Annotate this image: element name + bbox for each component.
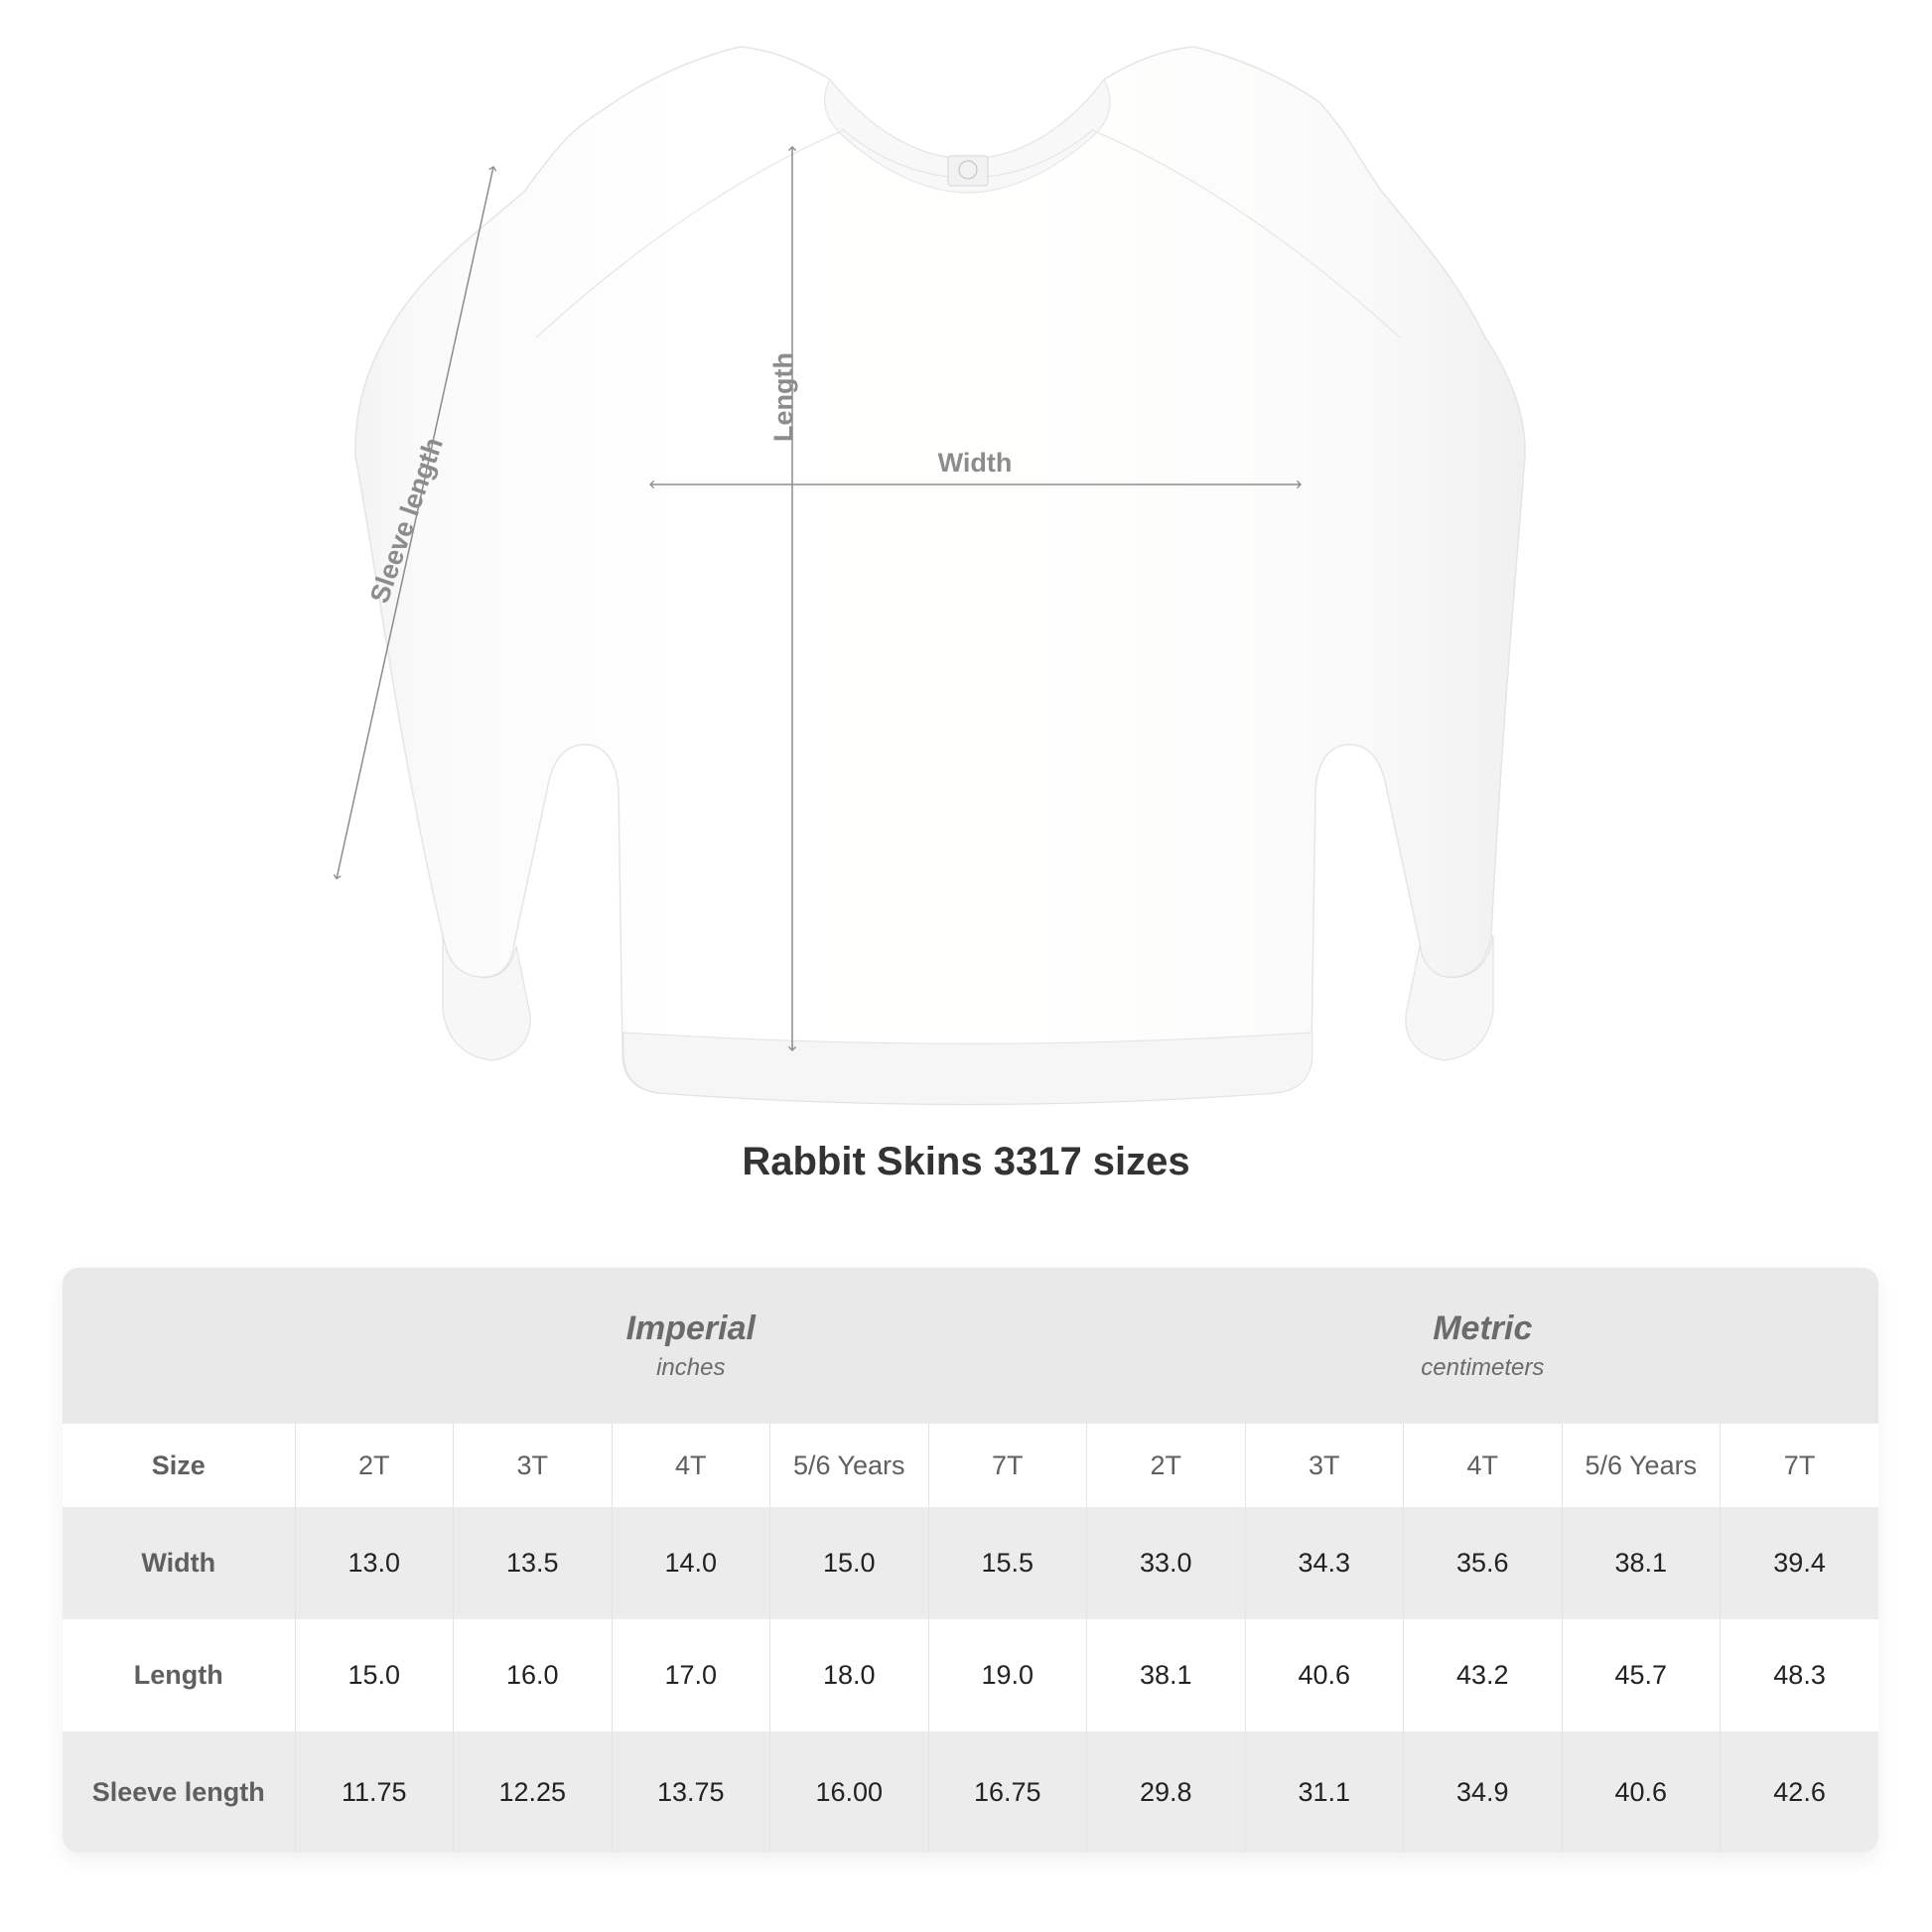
- svg-text:Width: Width: [938, 448, 1013, 478]
- svg-text:Length: Length: [768, 352, 798, 442]
